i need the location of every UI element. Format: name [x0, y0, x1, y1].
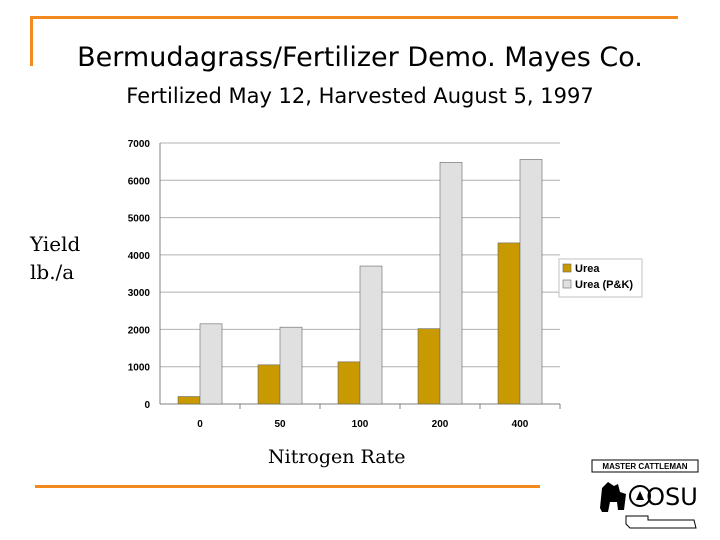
- x-axis-label: Nitrogen Rate: [268, 446, 406, 468]
- logo-top-text: MASTER CATTLEMAN: [602, 462, 687, 471]
- oklahoma-outline-icon: [625, 515, 697, 529]
- x-tick-label: 0: [197, 419, 203, 430]
- master-cattleman-osu-logo: MASTER CATTLEMAN OSU: [591, 459, 699, 529]
- y-tick-label: 4000: [128, 251, 151, 262]
- legend-swatch: [562, 263, 572, 273]
- y-tick-label: 2000: [128, 325, 151, 336]
- bar-urea: [177, 396, 201, 405]
- y-tick-label: 3000: [128, 288, 151, 299]
- y-tick-label: 1000: [128, 363, 151, 374]
- left-accent-line: [30, 16, 33, 66]
- y-tick-label: 7000: [128, 139, 151, 150]
- bottom-accent-line: [35, 485, 540, 488]
- bar-urea: [257, 364, 281, 405]
- bar-urea: [337, 361, 361, 405]
- slide-title: Bermudagrass/Fertilizer Demo. Mayes Co.: [77, 42, 643, 73]
- legend-swatch: [562, 279, 572, 289]
- y-axis-label-line2: lb./a: [30, 260, 75, 284]
- legend-label: Urea (P&K): [575, 279, 633, 291]
- y-axis-label-line1: Yield: [30, 232, 81, 256]
- x-tick-label: 400: [512, 419, 529, 430]
- bar-urea-pk: [279, 326, 303, 405]
- x-tick-label: 200: [432, 419, 449, 430]
- y-axis-label: Yield lb./a: [30, 230, 80, 286]
- legend-label: Urea: [575, 263, 600, 275]
- y-tick-label: 5000: [128, 214, 151, 225]
- logo-main-text: OSU: [646, 483, 698, 511]
- legend-box: [558, 258, 643, 298]
- bar-urea-pk: [439, 162, 463, 405]
- x-tick-label: 100: [352, 419, 369, 430]
- top-accent-line: [30, 16, 678, 19]
- cattleman-silhouette-icon: [600, 482, 626, 512]
- bar-urea-pk: [359, 265, 383, 405]
- bar-urea: [417, 328, 441, 405]
- bar-urea-pk: [519, 159, 543, 405]
- bar-urea-pk: [199, 323, 223, 405]
- bar-urea: [497, 242, 521, 405]
- y-tick-label: 0: [144, 400, 150, 411]
- x-tick-label: 50: [274, 419, 286, 430]
- slide-subtitle: Fertilized May 12, Harvested August 5, 1…: [126, 84, 594, 108]
- y-tick-label: 6000: [128, 176, 151, 187]
